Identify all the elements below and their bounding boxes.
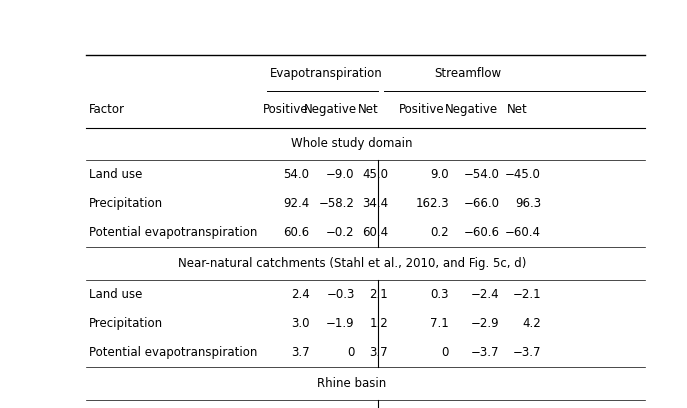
Text: −2.4: −2.4 (471, 288, 499, 301)
Text: 2.4: 2.4 (291, 288, 310, 301)
Text: −66.0: −66.0 (464, 197, 499, 211)
Text: 60.6: 60.6 (283, 226, 310, 239)
Text: Streamflow: Streamflow (435, 67, 502, 80)
Text: 0.3: 0.3 (431, 288, 449, 301)
Text: −54.0: −54.0 (464, 169, 499, 182)
Text: Positive: Positive (262, 103, 308, 116)
Text: Near-natural catchments (Stahl et al., 2010, and Fig. 5c, d): Near-natural catchments (Stahl et al., 2… (178, 257, 526, 270)
Text: −9.0: −9.0 (326, 169, 354, 182)
Text: −2.9: −2.9 (471, 317, 499, 330)
Text: −1.9: −1.9 (326, 317, 354, 330)
Text: Land use: Land use (89, 288, 142, 301)
Text: 1.2: 1.2 (370, 317, 388, 330)
Text: 3.7: 3.7 (291, 346, 310, 359)
Text: −0.2: −0.2 (326, 226, 354, 239)
Text: Positive: Positive (398, 103, 444, 116)
Text: 9.0: 9.0 (430, 169, 449, 182)
Text: 54.0: 54.0 (284, 169, 310, 182)
Text: 0: 0 (442, 346, 449, 359)
Text: −2.1: −2.1 (513, 288, 541, 301)
Text: Negative: Negative (445, 103, 499, 116)
Text: Negative: Negative (304, 103, 357, 116)
Text: Factor: Factor (89, 103, 124, 116)
Text: Precipitation: Precipitation (89, 197, 163, 211)
Text: Rhine basin: Rhine basin (317, 377, 387, 390)
Text: Potential evapotranspiration: Potential evapotranspiration (89, 346, 257, 359)
Text: −58.2: −58.2 (319, 197, 354, 211)
Text: Net: Net (358, 103, 379, 116)
Text: 96.3: 96.3 (515, 197, 541, 211)
Text: 92.4: 92.4 (283, 197, 310, 211)
Text: 4.2: 4.2 (522, 317, 541, 330)
Text: 2.1: 2.1 (370, 288, 388, 301)
Text: Precipitation: Precipitation (89, 317, 163, 330)
Text: Potential evapotranspiration: Potential evapotranspiration (89, 226, 257, 239)
Text: 3.0: 3.0 (291, 317, 310, 330)
Text: 60.4: 60.4 (362, 226, 388, 239)
Text: Net: Net (507, 103, 528, 116)
Text: −3.7: −3.7 (471, 346, 499, 359)
Text: 45.0: 45.0 (362, 169, 388, 182)
Text: Evapotranspiration: Evapotranspiration (270, 67, 383, 80)
Text: −0.3: −0.3 (326, 288, 354, 301)
Text: Land use: Land use (89, 169, 142, 182)
Text: −45.0: −45.0 (505, 169, 541, 182)
Text: −60.6: −60.6 (464, 226, 499, 239)
Text: 7.1: 7.1 (430, 317, 449, 330)
Text: Whole study domain: Whole study domain (291, 137, 413, 151)
Text: 3.7: 3.7 (370, 346, 388, 359)
Text: 34.4: 34.4 (362, 197, 388, 211)
Text: −3.7: −3.7 (513, 346, 541, 359)
Text: 162.3: 162.3 (416, 197, 449, 211)
Text: 0: 0 (348, 346, 354, 359)
Text: 0.2: 0.2 (430, 226, 449, 239)
Text: −60.4: −60.4 (505, 226, 541, 239)
